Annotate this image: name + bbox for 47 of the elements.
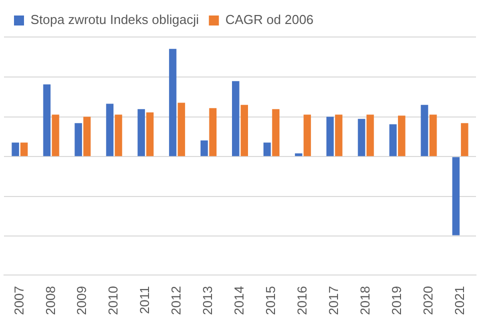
- bar: [452, 157, 460, 236]
- bar: [20, 142, 28, 156]
- bar: [389, 124, 397, 156]
- bar: [326, 116, 334, 156]
- x-tick-label: 2015: [263, 286, 278, 315]
- bar: [232, 81, 240, 156]
- legend-label: CAGR od 2006: [225, 12, 314, 28]
- bar: [429, 114, 437, 156]
- bar: [114, 114, 122, 156]
- bar: [209, 108, 217, 156]
- bar: [138, 109, 145, 156]
- x-tick-label: 2008: [42, 286, 58, 315]
- bar: [240, 104, 248, 156]
- x-tick-label: 2019: [388, 286, 404, 315]
- bar: [146, 112, 154, 156]
- bar: [43, 84, 51, 156]
- x-tick-label: 2007: [11, 286, 26, 315]
- bar: [398, 116, 406, 156]
- bar: [200, 140, 208, 156]
- x-tick-label: 2012: [168, 286, 184, 315]
- x-tick-label: 2020: [420, 286, 436, 315]
- x-tick-label: 2021: [452, 286, 467, 315]
- bar: [83, 116, 91, 156]
- legend-label: Stopa zwrotu Indeks obligacji: [30, 12, 199, 28]
- x-tick-label: 2011: [137, 286, 152, 314]
- x-tick-label: 2016: [294, 286, 310, 315]
- bar: [294, 153, 302, 156]
- x-tick-label: 2018: [357, 286, 372, 315]
- x-tick-label: 2014: [232, 286, 247, 315]
- bar: [366, 114, 374, 156]
- x-tick-label: 2017: [326, 286, 341, 315]
- bar: [169, 48, 176, 156]
- bar: [460, 123, 468, 156]
- x-tick-label: 2009: [74, 286, 90, 315]
- bar: [106, 104, 114, 156]
- x-tick-label: 2013: [200, 286, 216, 315]
- bar: [335, 114, 342, 156]
- bar: [272, 109, 280, 156]
- bar: [52, 114, 60, 156]
- bar: [74, 123, 82, 156]
- bar: [263, 142, 271, 156]
- bar: [12, 142, 20, 156]
- bar: [420, 104, 428, 156]
- bar: [304, 114, 311, 156]
- bar: [178, 102, 186, 156]
- bar: [358, 118, 366, 156]
- x-tick-label: 2010: [106, 286, 121, 315]
